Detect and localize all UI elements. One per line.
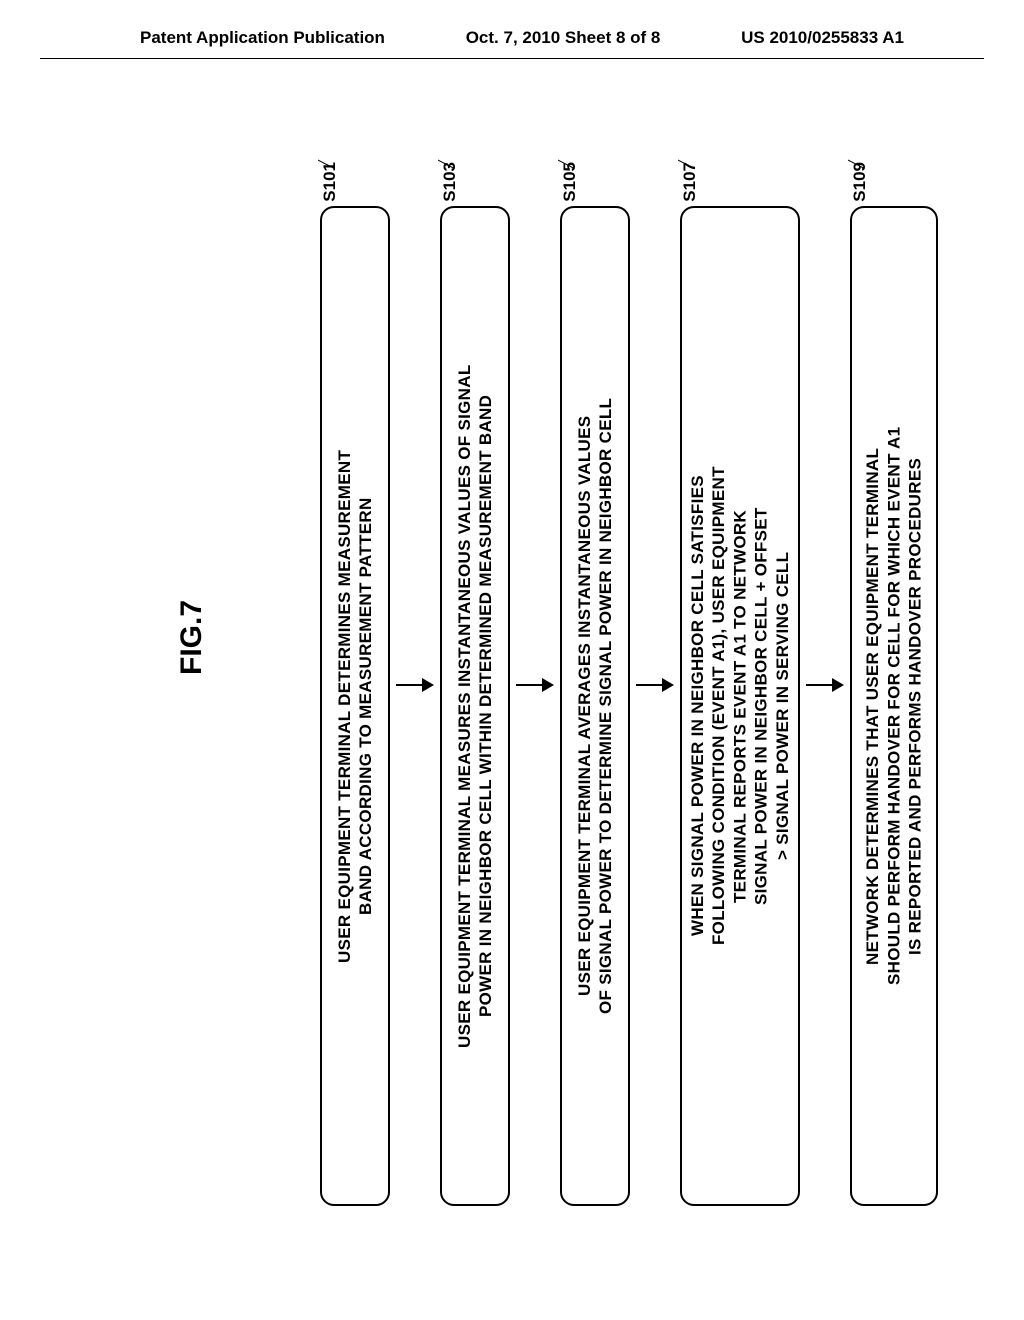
flow-arrow bbox=[636, 678, 674, 692]
flow-box: NETWORK DETERMINES THAT USER EQUIPMENT T… bbox=[850, 206, 938, 1206]
flow-box: USER EQUIPMENT TERMINAL MEASURES INSTANT… bbox=[440, 206, 510, 1206]
arrow-line bbox=[806, 684, 832, 686]
step-label: S105 bbox=[560, 162, 580, 202]
flow-arrow bbox=[516, 678, 554, 692]
flow-arrow bbox=[396, 678, 434, 692]
flow-arrow bbox=[806, 678, 844, 692]
arrow-line bbox=[636, 684, 662, 686]
step-label: S109 bbox=[850, 162, 870, 202]
figure-content: FIG.7 ╱S101USER EQUIPMENT TERMINAL DETER… bbox=[0, 100, 1024, 1280]
flow-step: ╱S107WHEN SIGNAL POWER IN NEIGHBOR CELL … bbox=[680, 160, 800, 1210]
header-mid: Oct. 7, 2010 Sheet 8 of 8 bbox=[466, 28, 661, 48]
arrow-line bbox=[396, 684, 422, 686]
page-header: Patent Application Publication Oct. 7, 2… bbox=[40, 0, 984, 59]
step-label: S107 bbox=[680, 162, 700, 202]
flow-step: ╱S105USER EQUIPMENT TERMINAL AVERAGES IN… bbox=[560, 160, 630, 1210]
flow-box: USER EQUIPMENT TERMINAL AVERAGES INSTANT… bbox=[560, 206, 630, 1206]
arrow-head-icon bbox=[662, 678, 674, 692]
flow-step: ╱S101USER EQUIPMENT TERMINAL DETERMINES … bbox=[320, 160, 390, 1210]
arrow-head-icon bbox=[832, 678, 844, 692]
flow-box: WHEN SIGNAL POWER IN NEIGHBOR CELL SATIS… bbox=[680, 206, 800, 1206]
flow-box: USER EQUIPMENT TERMINAL DETERMINES MEASU… bbox=[320, 206, 390, 1206]
arrow-line bbox=[516, 684, 542, 686]
step-label: S103 bbox=[440, 162, 460, 202]
flow-step: ╱S109NETWORK DETERMINES THAT USER EQUIPM… bbox=[850, 160, 938, 1210]
header-left: Patent Application Publication bbox=[140, 28, 385, 48]
step-label: S101 bbox=[320, 162, 340, 202]
arrow-head-icon bbox=[422, 678, 434, 692]
flow-step: ╱S103USER EQUIPMENT TERMINAL MEASURES IN… bbox=[440, 160, 510, 1210]
header-right: US 2010/0255833 A1 bbox=[741, 28, 904, 48]
arrow-head-icon bbox=[542, 678, 554, 692]
flowchart: ╱S101USER EQUIPMENT TERMINAL DETERMINES … bbox=[320, 160, 920, 1210]
figure-label: FIG.7 bbox=[175, 600, 209, 675]
